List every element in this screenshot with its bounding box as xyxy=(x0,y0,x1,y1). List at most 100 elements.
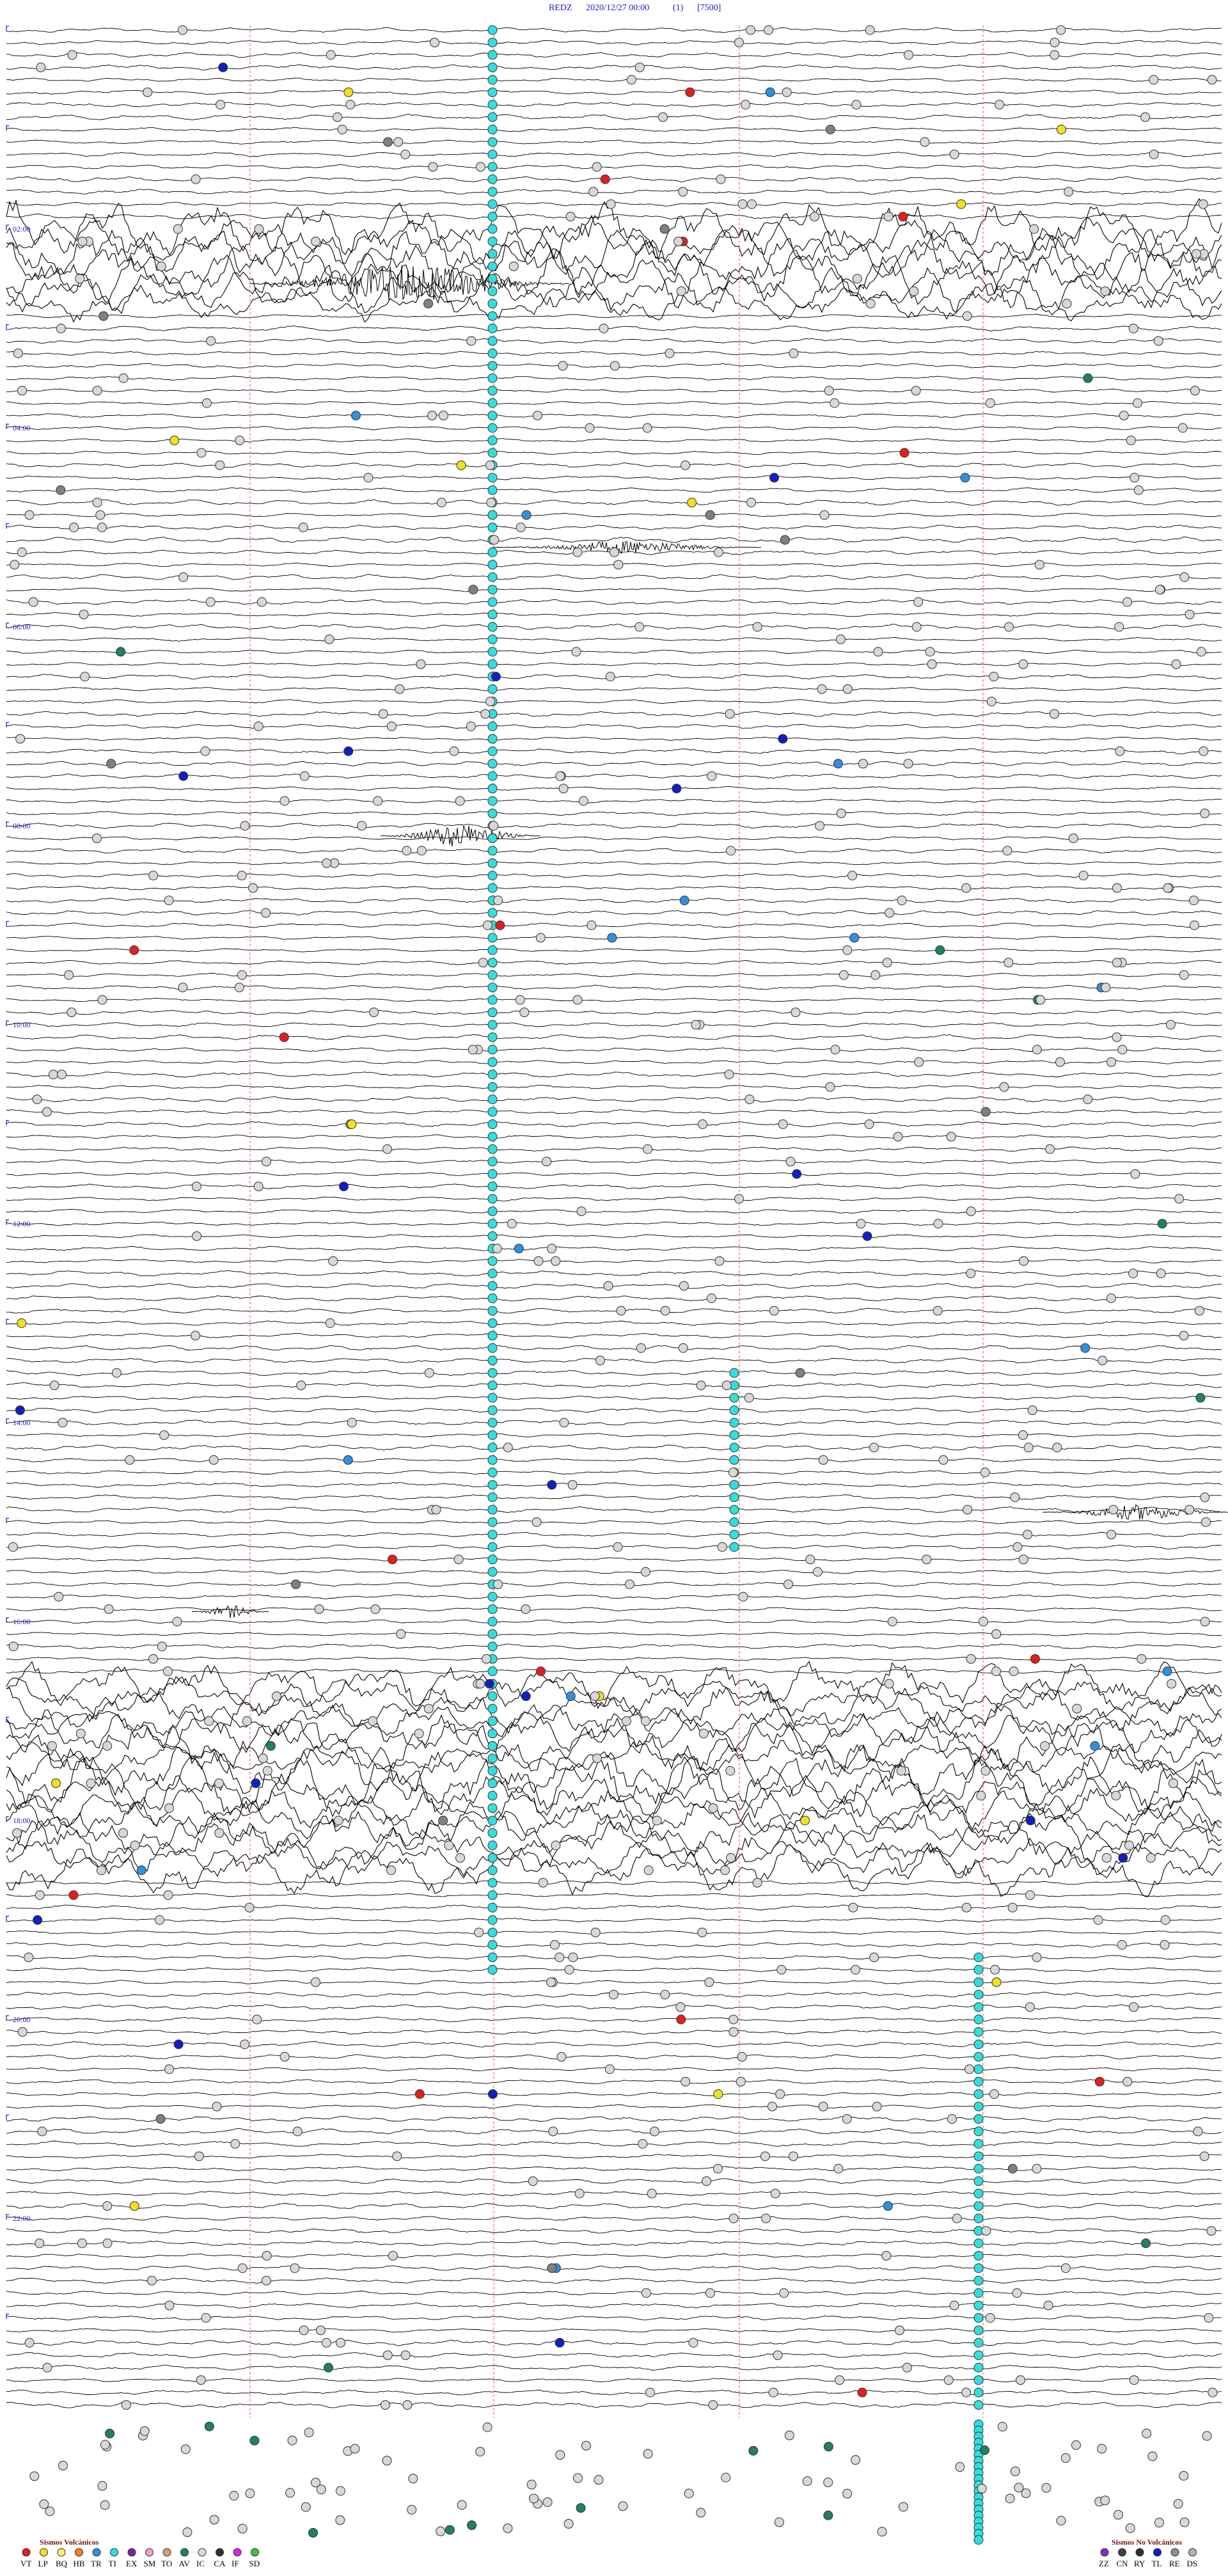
event-marker xyxy=(299,2325,309,2335)
event-marker xyxy=(640,1567,650,1577)
event-marker xyxy=(324,634,335,644)
event-marker xyxy=(1101,983,1111,993)
event-marker xyxy=(989,672,999,682)
event-marker xyxy=(973,2288,984,2298)
event-marker xyxy=(556,2051,567,2062)
event-marker xyxy=(1114,622,1124,632)
trace xyxy=(6,2216,1222,2221)
hour-mark xyxy=(6,2114,9,2121)
event-marker xyxy=(1204,2313,1214,2323)
event-marker xyxy=(728,2014,739,2025)
event-marker xyxy=(487,622,498,632)
trace xyxy=(6,537,1222,543)
event-marker xyxy=(729,1505,739,1515)
hour-mark xyxy=(6,1617,9,1623)
event-marker xyxy=(573,2473,583,2483)
event-marker xyxy=(729,1529,739,1540)
event-marker xyxy=(989,2089,999,2099)
trace xyxy=(6,487,1222,493)
event-marker xyxy=(205,597,216,607)
event-marker xyxy=(400,149,411,159)
event-marker xyxy=(212,2101,222,2112)
event-marker xyxy=(973,2275,984,2286)
event-marker xyxy=(640,1716,650,1726)
event-marker xyxy=(1142,2428,1152,2438)
legend-code: HB xyxy=(74,2559,85,2568)
event-marker xyxy=(345,100,356,110)
event-marker xyxy=(392,2151,402,2161)
event-marker xyxy=(487,1940,498,1950)
event-marker xyxy=(429,37,439,47)
event-marker xyxy=(487,1766,498,1776)
event-marker xyxy=(487,1256,498,1266)
event-marker xyxy=(567,1480,578,1490)
event-marker xyxy=(973,2535,984,2545)
burst xyxy=(1042,1504,1228,1520)
legend-swatch xyxy=(233,2548,242,2557)
trace xyxy=(6,40,1222,45)
trace xyxy=(6,960,1222,965)
event-marker xyxy=(1025,1890,1035,1900)
event-marker xyxy=(191,1181,201,1192)
event-marker xyxy=(347,1119,357,1129)
event-marker xyxy=(129,2201,139,2211)
event-marker xyxy=(378,709,388,719)
event-marker xyxy=(487,1343,498,1353)
event-marker xyxy=(333,1815,343,1826)
event-marker xyxy=(1050,50,1060,60)
event-marker xyxy=(487,523,498,532)
event-marker xyxy=(218,62,228,72)
event-marker xyxy=(621,1716,631,1726)
event-marker xyxy=(487,386,498,396)
event-marker xyxy=(173,224,183,234)
trace xyxy=(6,897,1222,903)
event-marker xyxy=(290,2263,300,2273)
trace xyxy=(6,1121,1222,1128)
event-marker xyxy=(56,324,66,333)
event-marker xyxy=(1130,1169,1140,1179)
event-marker xyxy=(728,2213,739,2224)
event-marker xyxy=(487,1592,498,1602)
event-marker xyxy=(696,1380,706,1391)
event-marker xyxy=(1208,2387,1218,2398)
event-marker xyxy=(823,2442,833,2452)
event-marker xyxy=(467,2520,477,2531)
event-marker xyxy=(1094,2076,1105,2087)
trace xyxy=(6,198,1222,260)
legend-swatch xyxy=(57,2548,66,2557)
event-marker xyxy=(729,1492,739,1503)
trace xyxy=(6,587,1222,592)
event-marker xyxy=(729,1405,739,1416)
event-marker xyxy=(487,361,498,371)
event-marker xyxy=(737,2051,747,2062)
event-marker xyxy=(475,2447,485,2457)
event-marker xyxy=(783,1579,794,1590)
trace xyxy=(6,948,1222,952)
event-marker xyxy=(1012,2288,1022,2298)
event-marker xyxy=(402,846,412,856)
event-marker xyxy=(1019,1256,1029,1266)
hour-mark xyxy=(6,523,9,529)
event-marker xyxy=(343,87,354,97)
event-marker xyxy=(830,1045,840,1055)
event-marker xyxy=(660,1306,670,1316)
event-marker xyxy=(148,1654,159,1664)
event-marker xyxy=(292,2126,303,2137)
event-marker xyxy=(240,821,250,831)
trace xyxy=(6,475,1222,480)
event-marker xyxy=(146,2275,157,2286)
event-marker xyxy=(487,1952,498,1963)
event-marker xyxy=(981,2225,991,2236)
event-marker xyxy=(301,2502,311,2512)
event-marker xyxy=(995,100,1005,110)
event-marker xyxy=(487,1355,498,1366)
event-marker xyxy=(261,1157,271,1167)
event-marker xyxy=(1195,1393,1206,1403)
trace xyxy=(6,1800,1222,1840)
event-marker xyxy=(143,87,153,97)
hour-mark xyxy=(6,1517,9,1524)
event-marker xyxy=(487,1753,498,1764)
event-marker xyxy=(487,1890,498,1900)
event-marker xyxy=(551,1840,561,1851)
burst xyxy=(492,541,762,555)
